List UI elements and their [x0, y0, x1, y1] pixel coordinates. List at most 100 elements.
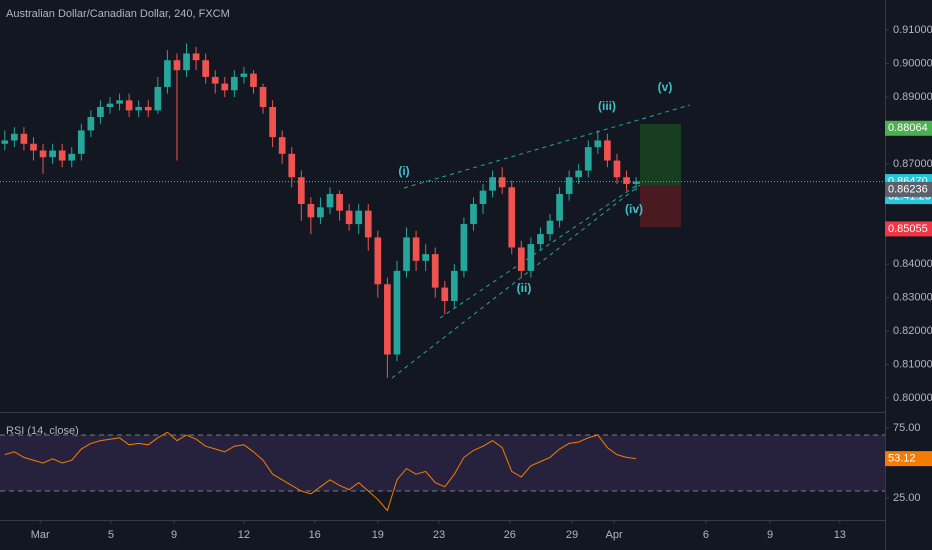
rsi-line: [4, 431, 637, 512]
trendline: [403, 104, 691, 189]
candle-body: [364, 210, 372, 238]
candle-body: [508, 187, 516, 248]
candle-body: [575, 170, 583, 178]
candle-body: [211, 76, 219, 84]
wave-label: (ii): [517, 281, 532, 295]
candle-body: [556, 193, 563, 221]
x-tick-label: 12: [238, 529, 250, 541]
candle-body: [1, 140, 9, 144]
candle-body: [527, 244, 535, 271]
candle-body: [269, 107, 276, 138]
candle-body: [594, 140, 602, 148]
candle-body: [77, 130, 85, 154]
candle-body: [49, 150, 56, 158]
candle-body: [87, 117, 95, 131]
x-tick-label: 6: [703, 529, 709, 541]
y-tick-label: 0.90000: [893, 57, 932, 69]
x-tick-label: 5: [108, 529, 114, 541]
price-tag: [885, 120, 932, 136]
y-tick-label: 0.87000: [893, 158, 932, 170]
x-tick-label: 29: [566, 529, 578, 541]
rsi-y-tick-label: 25.00: [893, 492, 921, 504]
candle-body: [498, 177, 506, 188]
candle-body: [470, 203, 477, 225]
y-tick-label: 0.84000: [893, 258, 932, 270]
x-tick-label: 13: [834, 529, 846, 541]
candle-body: [336, 193, 343, 211]
candle-body: [307, 203, 315, 218]
price-tag-label: 0.85055: [888, 223, 928, 235]
candle-body: [202, 60, 209, 77]
candle-body: [326, 193, 334, 208]
candle-body: [632, 181, 640, 184]
stop-zone: [640, 185, 681, 227]
candle-body: [106, 103, 114, 108]
candle-body: [460, 224, 468, 271]
y-tick-label: 0.82000: [893, 325, 932, 337]
candle-body: [384, 284, 391, 355]
candle-body: [317, 207, 324, 218]
rsi-title: RSI (14, close): [6, 425, 79, 437]
candle-body: [355, 210, 363, 225]
x-tick-label: 23: [433, 529, 445, 541]
candle-body: [537, 234, 544, 245]
candle-body: [345, 210, 353, 225]
x-tick-label: Apr: [606, 529, 623, 541]
candle-body: [584, 147, 592, 171]
candle-body: [173, 60, 181, 71]
candle-body: [116, 100, 123, 104]
x-tick-label: Mar: [31, 529, 50, 541]
candle-body: [30, 143, 37, 151]
candle-body: [422, 254, 429, 261]
candle-body: [288, 153, 296, 178]
candle-body: [565, 177, 573, 194]
candle-body: [11, 133, 18, 141]
x-tick-label: 26: [504, 529, 516, 541]
rsi-band: [0, 435, 885, 492]
candle-body: [546, 220, 554, 235]
candle-body: [479, 190, 487, 204]
x-tick-label: 9: [767, 529, 773, 541]
y-tick-label: 0.91000: [893, 24, 932, 36]
candle-body: [451, 270, 458, 301]
candle-body: [221, 83, 229, 91]
candle-body: [259, 86, 267, 108]
candle-body: [39, 150, 47, 158]
wave-label: (i): [398, 164, 409, 178]
chart-title: Australian Dollar/Canadian Dollar, 240, …: [6, 8, 230, 20]
candle-body: [135, 107, 143, 111]
wave-label: (iii): [598, 99, 616, 113]
candle-body: [489, 177, 496, 191]
candle-body: [20, 133, 28, 144]
candle-body: [192, 53, 200, 61]
x-tick-label: 16: [309, 529, 321, 541]
wave-label: (iv): [625, 202, 643, 216]
candle-body: [623, 177, 630, 184]
candle-body: [297, 177, 305, 204]
price-tag: [885, 221, 932, 237]
y-tick-label: 0.80000: [893, 392, 932, 404]
candle-body: [144, 107, 152, 111]
candle-body: [183, 53, 190, 71]
price-tag-label: 0.86236: [888, 183, 928, 195]
candle-body: [441, 287, 449, 301]
candle-body: [97, 107, 104, 118]
candle-body: [278, 137, 286, 154]
x-tick-label: 19: [372, 529, 384, 541]
candle-body: [231, 76, 238, 91]
y-tick-label: 0.81000: [893, 358, 932, 370]
candle-body: [154, 86, 162, 111]
y-tick-label: 0.83000: [893, 292, 932, 304]
target-zone: [640, 124, 681, 185]
y-tick-label: 0.89000: [893, 91, 932, 103]
candle-body: [164, 60, 171, 87]
rsi-tag: [885, 451, 932, 467]
candle-body: [517, 247, 525, 271]
candle-body: [240, 73, 248, 77]
candle-body: [613, 160, 621, 178]
candle-body: [403, 237, 410, 271]
rsi-tag-label: 53.12: [888, 453, 916, 465]
candle-body: [604, 140, 611, 161]
price-tag: [885, 181, 932, 197]
